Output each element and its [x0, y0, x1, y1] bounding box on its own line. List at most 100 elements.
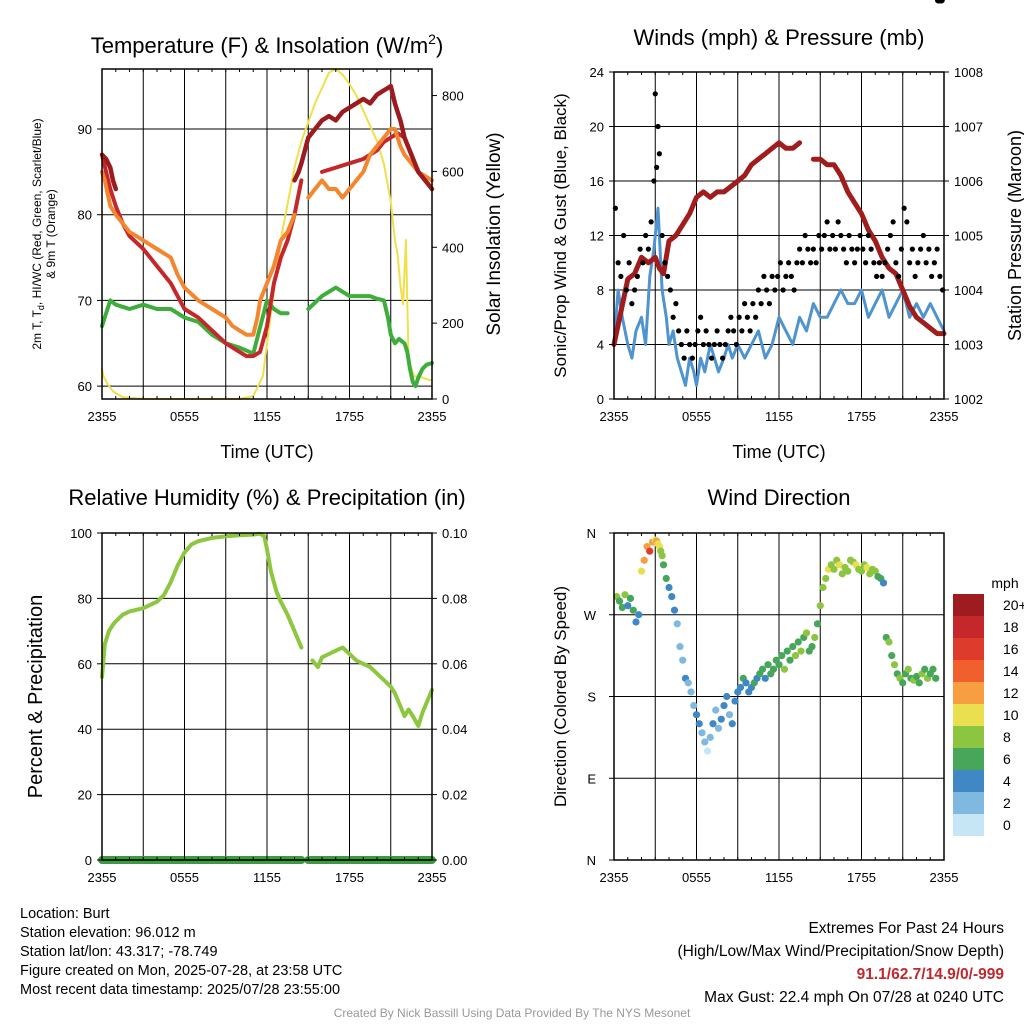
direction-point [937, 0, 945, 4]
credit-line: Created By Nick Bassill Using Data Provi… [333, 1006, 691, 1020]
direction-point [929, 665, 937, 673]
gust-point [816, 232, 822, 239]
gust-point [758, 301, 764, 307]
direction-point [838, 570, 846, 578]
gust-point [920, 232, 926, 239]
x-tick-label: 2355 [600, 409, 629, 424]
title-superscript: 2 [428, 31, 436, 47]
legend-swatch [953, 616, 984, 638]
gust-point [645, 246, 651, 252]
y-tick-label: 60 [78, 657, 92, 672]
station-location: Location: Burt [20, 906, 110, 922]
temp-title: Temperature (F) & Insolation (W/m2) [91, 31, 444, 58]
temp-series-4 [99, 83, 435, 192]
x-tick-label: 1155 [253, 409, 281, 424]
direction-point [659, 561, 668, 569]
gust-point [846, 232, 852, 239]
y-tick-label-right: 1004 [954, 283, 983, 298]
gust-point [876, 260, 882, 266]
station-latlon: Station lat/lon: 43.317; -78.749 [20, 944, 218, 960]
gust-point [835, 219, 841, 225]
gust-point [830, 232, 836, 239]
x-tick-label: 1155 [253, 870, 281, 885]
gust-point [901, 205, 907, 211]
x-tick-label: 0555 [170, 409, 199, 424]
direction-point [665, 583, 673, 592]
direction-point [673, 620, 681, 628]
speed-legend: mph 20+ 18 16 14 12 10 8 6 4 2 0 [953, 575, 1024, 836]
legend-label: 14 [1003, 663, 1019, 679]
gust-point [805, 246, 811, 252]
y-label-part: , HI/WC (Red, Green, Scarlet/Blue) [30, 118, 44, 305]
gust-point [799, 260, 805, 266]
direction-point [808, 642, 816, 651]
y-tick-label: W [584, 608, 597, 623]
gust-point [736, 314, 742, 320]
gust-point [934, 246, 940, 252]
gust-point [689, 355, 695, 361]
legend-label: 6 [1003, 751, 1011, 767]
direction-point [621, 591, 629, 599]
x-tick-label: 2355 [600, 870, 629, 885]
extremes-values: 91.1/62.7/14.9/0/-999 [856, 966, 1004, 983]
legend-swatch [953, 792, 984, 814]
y-tick-label: 90 [78, 122, 92, 137]
y-tick-label-right: 0.04 [442, 722, 467, 737]
extremes-box: Extremes For Past 24 Hours (High/Low/Max… [678, 917, 1005, 1009]
direction-point [703, 747, 712, 755]
gust-point [797, 246, 803, 252]
gust-point [676, 328, 682, 334]
gust-point [643, 232, 649, 239]
gust-point [700, 341, 706, 348]
rh-y-label: Percent & Precipitation [25, 595, 47, 798]
wind-x-label: Time (UTC) [732, 442, 825, 462]
direction-point [723, 692, 731, 701]
legend-label: 2 [1003, 795, 1011, 811]
gust-point [739, 328, 745, 334]
x-tick-label: 1755 [335, 870, 364, 885]
temp-y-axis-right [432, 95, 437, 400]
gust-point [655, 123, 661, 130]
direction-point [712, 706, 720, 714]
gust-point [720, 355, 726, 361]
gust-point [893, 260, 899, 266]
gust-point [714, 328, 720, 334]
gust-point [813, 260, 819, 266]
y-tick-label-right: 0.00 [442, 853, 467, 868]
rh-series-rh [100, 531, 434, 728]
direction-point [932, 674, 940, 682]
extremes-title: Extremes For Past 24 Hours [808, 920, 1004, 937]
gust-point [684, 328, 690, 334]
gust-point [755, 287, 761, 293]
wind-y-label-right: Station Pressure (Maroon) [1005, 130, 1024, 341]
direction-point [626, 594, 635, 603]
x-tick-label: 1755 [847, 409, 876, 424]
direction-point [720, 701, 728, 710]
direction-point [769, 665, 778, 673]
x-tick-label: 2355 [418, 870, 447, 885]
gust-point [907, 260, 913, 266]
y-tick-label: 4 [597, 338, 604, 353]
gust-point [772, 287, 778, 293]
gust-point [885, 246, 891, 252]
gust-point [629, 301, 635, 307]
gust-point [722, 341, 728, 348]
gust-point [698, 314, 704, 320]
x-tick-label: 1155 [765, 409, 793, 424]
gust-point [874, 273, 880, 279]
direction-point [690, 701, 698, 710]
wind-title: Winds (mph) & Pressure (mb) [634, 25, 925, 50]
gust-point [923, 260, 929, 266]
gust-point [863, 260, 869, 266]
gust-point [652, 91, 658, 97]
gust-point [654, 164, 660, 170]
y-tick-label: S [587, 690, 596, 705]
y-label-subscript: d [36, 305, 46, 310]
y-tick-label-right: 200 [442, 316, 464, 331]
gust-point [706, 341, 712, 348]
direction-point [786, 656, 794, 664]
direction-point [658, 552, 666, 560]
gust-point [857, 232, 863, 239]
direction-point [761, 674, 769, 682]
gust-point [852, 260, 858, 266]
